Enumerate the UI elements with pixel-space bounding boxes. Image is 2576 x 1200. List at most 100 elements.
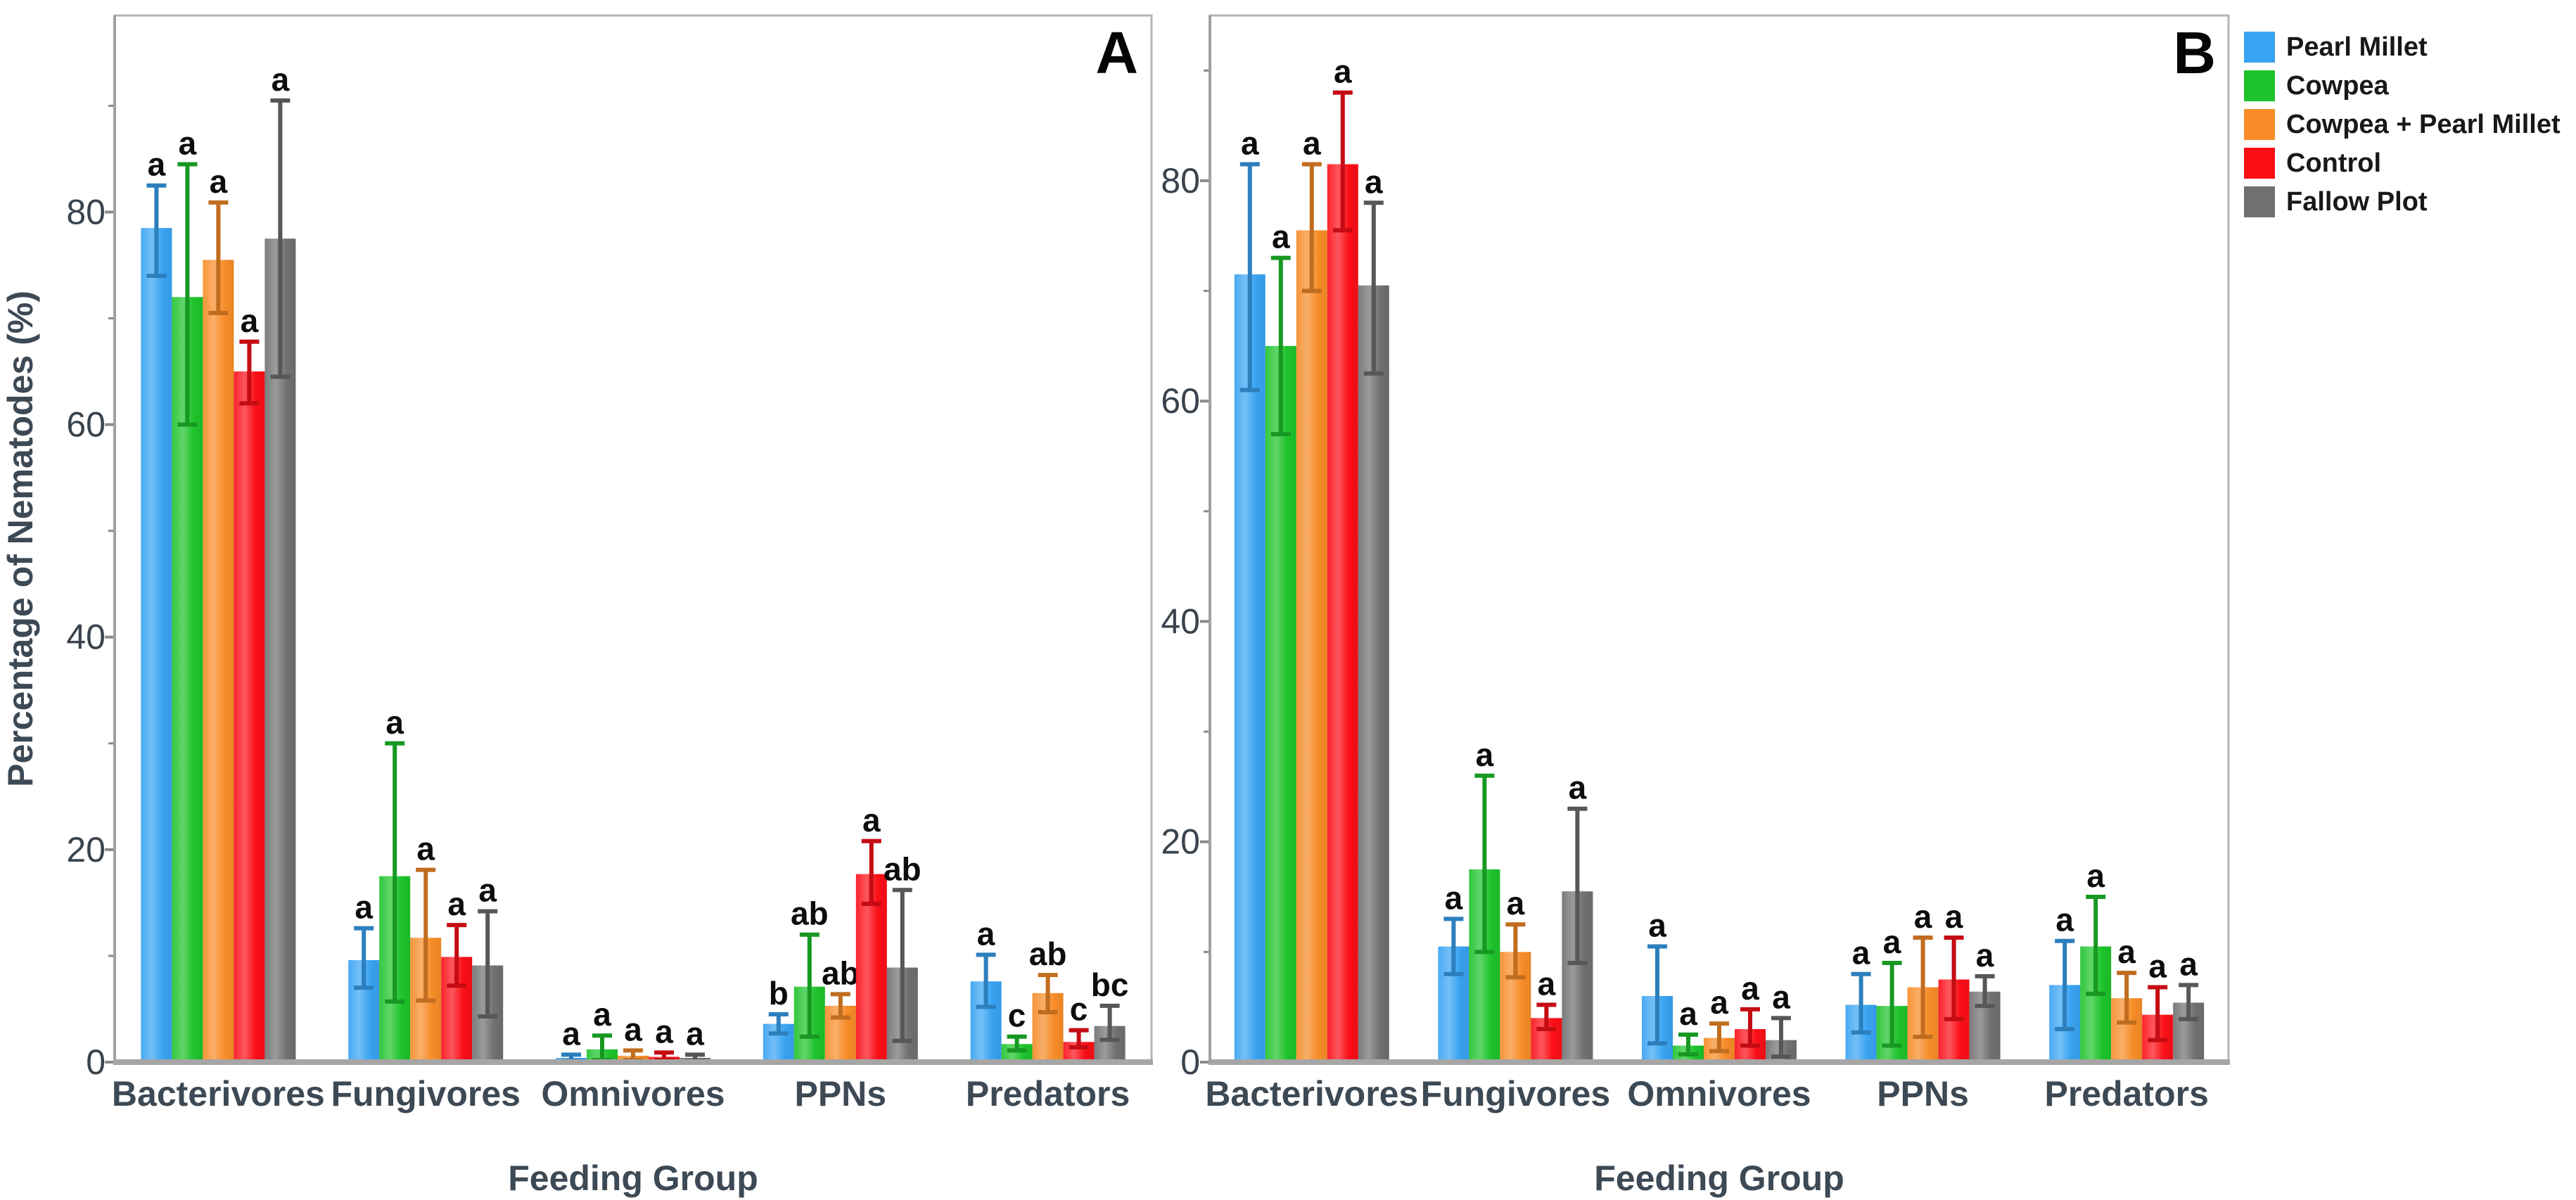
bar — [1234, 274, 1265, 1062]
bar — [203, 260, 234, 1062]
significance-letter: a — [1852, 935, 1870, 971]
significance-letter: a — [1741, 970, 1759, 1007]
category-label: Fungivores — [331, 1074, 520, 1113]
legend-label: Control — [2286, 148, 2382, 178]
significance-letter: a — [1976, 937, 1994, 974]
legend-item: Pearl Millet — [2244, 32, 2561, 63]
significance-letter: a — [1710, 984, 1728, 1021]
y-tick-label: 60 — [1161, 381, 1200, 421]
significance-letter: a — [385, 704, 404, 741]
legend-label: Fallow Plot — [2286, 187, 2428, 217]
legend: Pearl Millet Cowpea Cowpea + Pearl Millet C… — [2244, 32, 2561, 217]
category-label: PPNs — [794, 1074, 886, 1113]
significance-letter: a — [1914, 898, 1932, 935]
bar — [1265, 345, 1296, 1062]
panel-label-b: B — [2173, 20, 2216, 86]
significance-letter: a — [655, 1013, 673, 1049]
significance-letter: a — [1538, 966, 1556, 1002]
x-axis-title: Feeding Group — [508, 1158, 758, 1198]
significance-letter: a — [1507, 885, 1525, 921]
significance-letter: ab — [822, 955, 860, 991]
significance-letter: a — [478, 872, 497, 908]
significance-letter: a — [1365, 163, 1383, 200]
category-label: Omnivores — [1627, 1074, 1811, 1113]
significance-letter: a — [593, 996, 611, 1033]
panel-label-a: A — [1095, 20, 1138, 86]
significance-letter: a — [624, 1011, 642, 1047]
significance-letter: a — [2086, 857, 2105, 894]
significance-letter: a — [1772, 978, 1790, 1015]
category-label: PPNs — [1877, 1074, 1969, 1113]
legend-swatch — [2244, 148, 2275, 179]
legend-item: Cowpea — [2244, 70, 2561, 101]
significance-letter: a — [1476, 736, 1494, 773]
legend-swatch — [2244, 186, 2275, 217]
y-tick-label: 80 — [66, 192, 106, 231]
significance-letter: a — [2179, 945, 2198, 982]
category-label: Predators — [2044, 1074, 2208, 1113]
significance-letter: a — [1272, 219, 1290, 255]
category-label: Bacterivores — [1205, 1074, 1418, 1113]
significance-letter: a — [2117, 933, 2136, 970]
legend-item: Cowpea + Pearl Millet — [2244, 109, 2561, 140]
category-label: Omnivores — [541, 1074, 725, 1113]
legend-item: Fallow Plot — [2244, 186, 2561, 217]
significance-letter: a — [1679, 995, 1697, 1032]
y-tick-label: 20 — [1161, 822, 1200, 862]
significance-letter: c — [1070, 991, 1088, 1028]
significance-letter: a — [447, 886, 466, 922]
y-tick-label: 0 — [86, 1042, 106, 1082]
category-label: Predators — [966, 1074, 1130, 1113]
legend-label: Pearl Millet — [2286, 32, 2428, 62]
significance-letter: a — [416, 831, 435, 867]
bar — [234, 371, 265, 1062]
significance-letter: bc — [1091, 966, 1129, 1003]
significance-letter: a — [686, 1015, 704, 1052]
significance-letter: a — [1648, 907, 1666, 944]
bar — [1327, 164, 1358, 1062]
significance-letter: ab — [1029, 936, 1067, 972]
significance-letter: ab — [884, 850, 922, 887]
y-axis-title: Percentage of Nematodes (%) — [1, 291, 40, 787]
significance-letter: a — [562, 1015, 580, 1052]
significance-letter: a — [1569, 770, 1587, 806]
significance-letter: a — [272, 61, 290, 98]
legend-swatch — [2244, 70, 2275, 101]
legend-label: Cowpea + Pearl Millet — [2286, 110, 2561, 139]
significance-letter: a — [977, 915, 995, 952]
y-tick-label: 80 — [1161, 161, 1200, 200]
bar — [141, 228, 172, 1063]
category-label: Bacterivores — [112, 1074, 325, 1113]
y-tick-label: 40 — [66, 618, 106, 657]
significance-letter: a — [1445, 879, 1463, 916]
significance-letter: a — [1241, 125, 1259, 161]
significance-letter: a — [355, 889, 373, 926]
significance-letter: a — [1945, 898, 1963, 935]
legend-label: Cowpea — [2286, 71, 2389, 101]
significance-letter: a — [241, 302, 259, 339]
significance-letter: a — [862, 802, 881, 838]
significance-letter: a — [148, 146, 166, 183]
legend-item: Control — [2244, 148, 2561, 179]
significance-letter: c — [1008, 997, 1026, 1034]
legend-swatch — [2244, 109, 2275, 140]
significance-letter: a — [1883, 924, 1901, 960]
significance-letter: a — [210, 163, 228, 200]
significance-letter: a — [179, 125, 197, 161]
y-tick-label: 40 — [1161, 601, 1200, 641]
y-tick-label: 60 — [66, 405, 106, 445]
y-tick-label: 20 — [66, 830, 106, 869]
significance-letter: a — [1334, 53, 1352, 90]
x-axis-title: Feeding Group — [1594, 1158, 1844, 1198]
bar — [1358, 285, 1389, 1063]
legend-swatch — [2244, 32, 2275, 63]
y-tick-label: 0 — [1180, 1042, 1200, 1082]
significance-letter: a — [2148, 947, 2167, 984]
significance-letter: ab — [791, 895, 829, 932]
significance-letter: a — [2055, 902, 2074, 938]
bar — [1296, 230, 1327, 1062]
category-label: Fungivores — [1421, 1074, 1610, 1113]
significance-letter: b — [769, 975, 789, 1011]
